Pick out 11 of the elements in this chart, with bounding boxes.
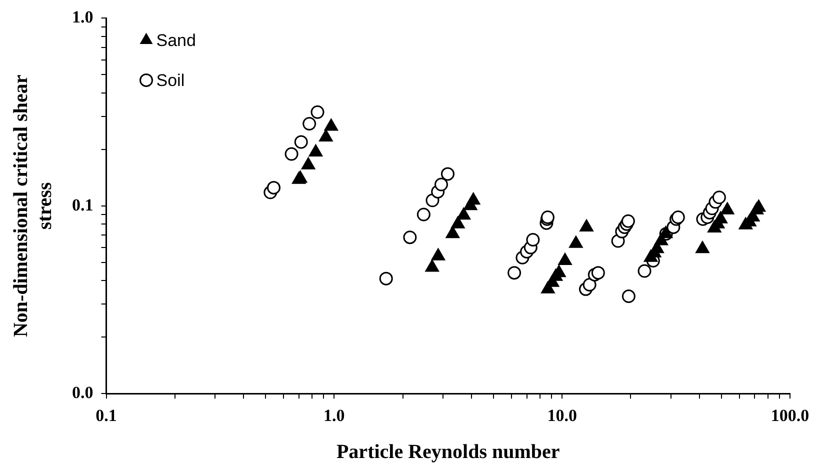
x-tick-label: 0.1 (96, 406, 117, 426)
legend-label: Sand (156, 30, 196, 50)
x-tick-label: 100.0 (770, 406, 810, 426)
y-tick-label: 1.0 (72, 8, 94, 27)
x-axis-title: Particle Reynolds number (336, 441, 560, 464)
y-tick-label: 0.1 (72, 195, 94, 214)
y-axis-title: Non-dimensional critical shear stress (10, 74, 56, 338)
x-tick-label: 1.0 (324, 406, 345, 426)
legend-label: Soil (156, 70, 185, 90)
x-tick-label: 10.0 (547, 406, 577, 426)
y-tick-label: 0.0 (72, 382, 94, 402)
